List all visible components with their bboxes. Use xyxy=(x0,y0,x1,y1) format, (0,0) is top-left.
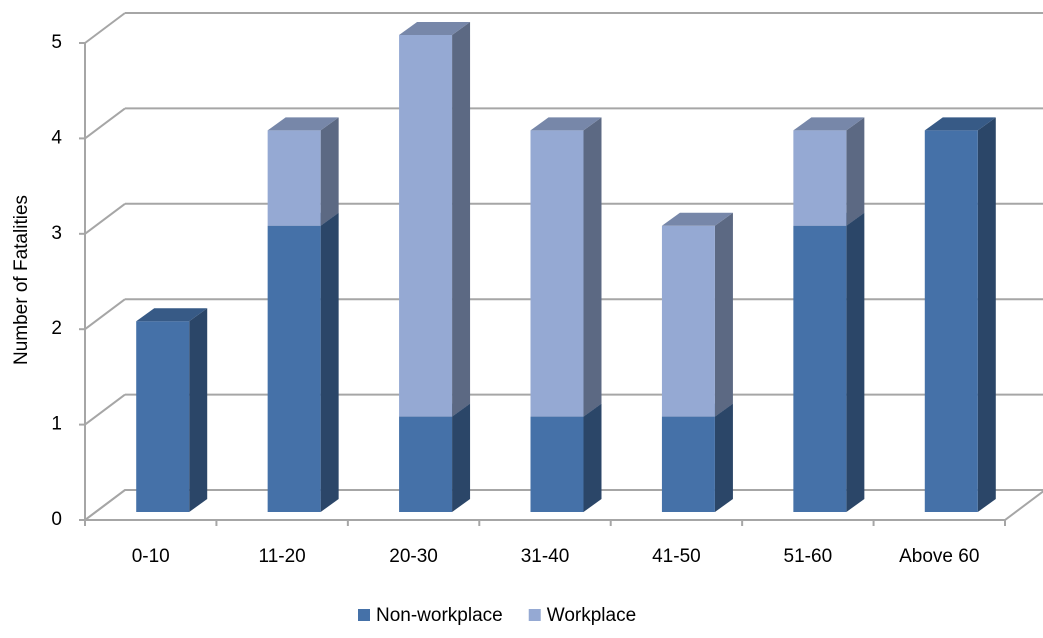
legend-label: Workplace xyxy=(547,605,636,626)
y-tick-label: 1 xyxy=(51,414,62,435)
bar-side xyxy=(320,117,339,226)
bar xyxy=(530,130,584,417)
bar-side xyxy=(189,308,208,512)
legend-swatch xyxy=(358,609,370,621)
wall-line xyxy=(84,298,126,331)
y-tick-label: 3 xyxy=(51,223,62,244)
y-tick-label: 5 xyxy=(51,32,62,53)
x-tick-label: 11-20 xyxy=(259,546,306,567)
x-tick-label: Above 60 xyxy=(899,546,979,567)
y-axis-title: Number of Fatalities xyxy=(11,195,32,365)
bar xyxy=(793,130,847,226)
bar-side xyxy=(846,212,865,513)
bar xyxy=(399,416,453,512)
x-tick-label: 41-50 xyxy=(652,546,701,567)
bar-side xyxy=(452,403,471,512)
legend-swatch xyxy=(528,609,541,621)
bar xyxy=(530,416,584,512)
bar xyxy=(793,225,847,513)
bar-top xyxy=(267,117,339,131)
x-tick-label: 51-60 xyxy=(784,546,833,567)
x-tick-label: 20-30 xyxy=(389,546,438,567)
bar-top xyxy=(136,308,208,322)
x-tick-label: 31-40 xyxy=(521,546,570,567)
bar-side xyxy=(977,117,996,513)
wall-line xyxy=(84,393,126,426)
bar xyxy=(661,225,715,417)
y-tick-label: 2 xyxy=(51,318,62,339)
bar-side xyxy=(846,117,865,226)
bar-side xyxy=(714,212,733,417)
bar-side xyxy=(583,403,602,512)
bar-side xyxy=(452,22,471,417)
y-tick-label: 0 xyxy=(51,509,62,530)
bar-top xyxy=(661,212,733,226)
bar xyxy=(399,35,453,417)
bar xyxy=(267,130,321,226)
bar xyxy=(267,225,321,513)
bar-side xyxy=(583,117,602,417)
bar-top xyxy=(399,22,471,35)
bar xyxy=(924,130,978,512)
bar-side xyxy=(714,403,733,512)
wall-line xyxy=(84,489,126,521)
y-tick-label: 4 xyxy=(51,127,62,148)
bar-top xyxy=(530,117,602,131)
wall-line xyxy=(84,12,126,44)
bar-top xyxy=(924,117,996,131)
wall-line xyxy=(84,203,126,235)
wall-line xyxy=(84,107,126,140)
bar-side xyxy=(320,212,339,513)
bar-top xyxy=(793,117,865,131)
bar xyxy=(661,416,715,512)
bar xyxy=(136,321,190,512)
legend-label: Non-workplace xyxy=(376,605,503,626)
x-tick-label: 0-10 xyxy=(132,546,170,567)
